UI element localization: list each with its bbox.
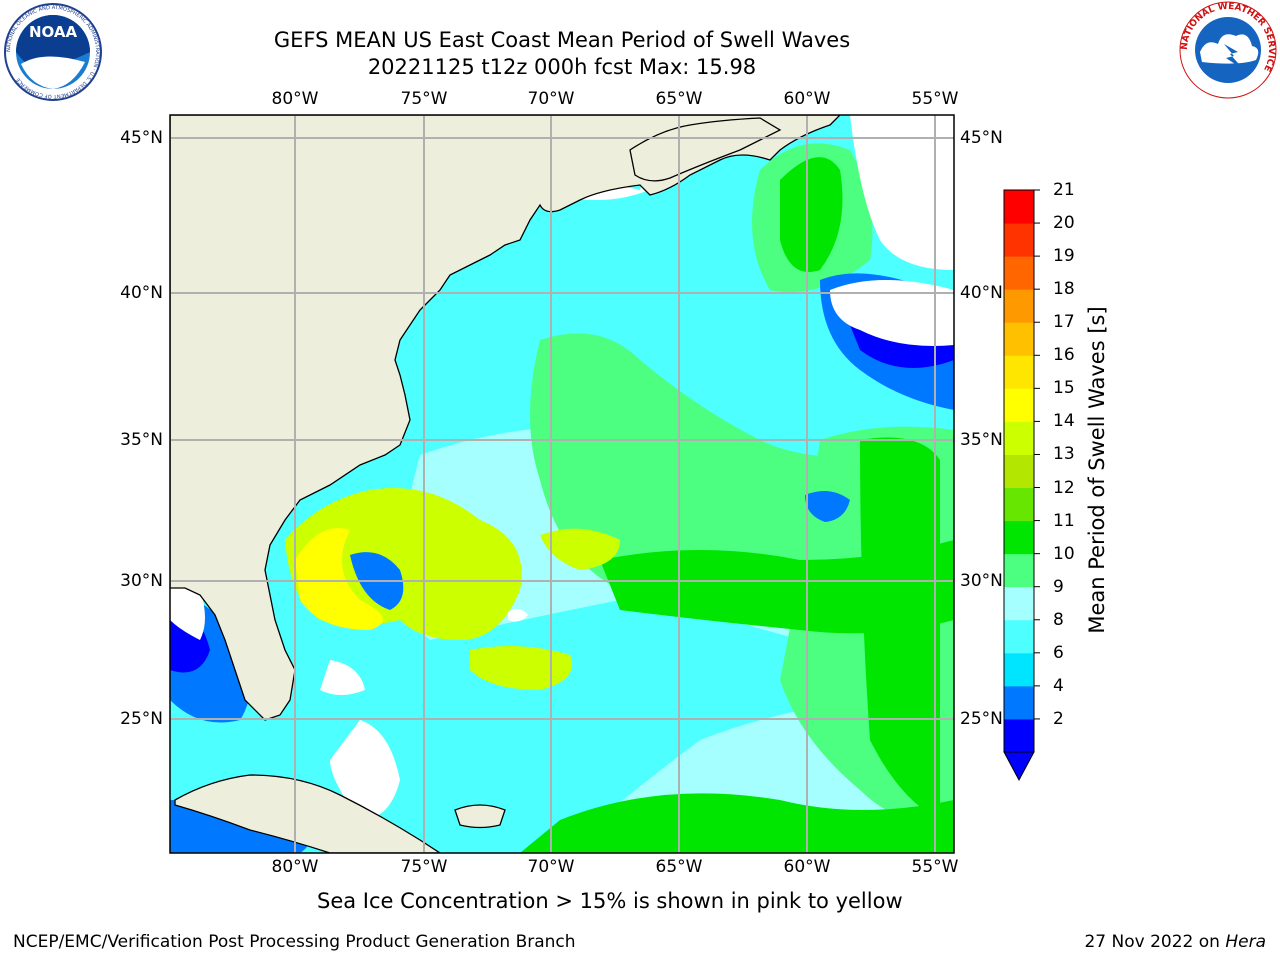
colorbar-tick-label: 13 — [1053, 444, 1075, 465]
colorbar-swatch — [1004, 223, 1034, 257]
cuba-land — [174, 774, 442, 853]
period-region-4-6s-mid — [805, 491, 850, 522]
hispaniola-land — [454, 804, 506, 829]
map-gridlines — [170, 115, 954, 853]
colorbar-tick-label: 9 — [1053, 576, 1064, 597]
lat-label-right-40n: 40°N — [960, 283, 1003, 303]
no-data-island — [508, 609, 528, 622]
colorbar-extend-arrow — [1003, 751, 1035, 782]
colorbar-swatch — [1004, 718, 1034, 753]
no-data-bahamas — [320, 660, 400, 820]
no-data-ne-top — [850, 115, 954, 270]
period-region-10-11s-ne — [780, 157, 843, 272]
period-region-12-14s-south — [470, 646, 572, 690]
lon-label-bottom-80w: 80°W — [271, 857, 319, 877]
lat-label-left-25n: 25°N — [120, 709, 163, 729]
colorbar-swatch — [1004, 289, 1034, 323]
colorbar-tick-label: 8 — [1053, 609, 1064, 630]
lon-label-top-60w: 60°W — [783, 89, 831, 109]
period-region-10-11s-south — [520, 793, 954, 853]
lon-label-bottom-55w: 55°W — [911, 857, 959, 877]
colorbar-swatch — [1004, 454, 1034, 489]
colorbar — [1003, 189, 1040, 782]
lon-label-top-55w: 55°W — [911, 89, 959, 109]
lat-label-right-45n: 45°N — [960, 128, 1003, 148]
colorbar-tick-label: 11 — [1053, 510, 1075, 531]
no-data-florida-west — [170, 580, 205, 640]
colorbar-border — [1003, 189, 1035, 753]
colorbar-tick-label: 20 — [1053, 213, 1075, 234]
colorbar-swatch — [1004, 322, 1034, 356]
maritimes-land — [629, 117, 782, 182]
noaa-logo-text: NOAA — [29, 23, 78, 41]
colorbar-swatch — [1004, 355, 1034, 389]
lat-label-left-30n: 30°N — [120, 571, 163, 591]
colorbar-tick-label: 15 — [1053, 378, 1075, 399]
lon-label-bottom-70w: 70°W — [527, 857, 575, 877]
lon-label-top-65w: 65°W — [655, 89, 703, 109]
lat-label-left-40n: 40°N — [120, 283, 163, 303]
colorbar-tick-label: 17 — [1053, 312, 1075, 333]
lat-label-left-45n: 45°N — [120, 128, 163, 148]
lon-label-bottom-60w: 60°W — [783, 857, 831, 877]
colorbar-tick-label: 10 — [1053, 543, 1075, 564]
colorbar-title: Mean Period of Swell Waves [s] — [1085, 306, 1109, 634]
lon-label-top-75w: 75°W — [400, 89, 448, 109]
colorbar-tick-label: 4 — [1053, 675, 1064, 696]
colorbar-swatch — [1004, 388, 1034, 422]
colorbar-tick-label: 14 — [1053, 411, 1075, 432]
colorbar-swatch — [1004, 652, 1034, 687]
lat-label-left-35n: 35°N — [120, 430, 163, 450]
north-america-land — [170, 115, 841, 721]
lon-label-bottom-65w: 65°W — [655, 857, 703, 877]
colorbar-tick-label: 16 — [1053, 345, 1075, 366]
lon-label-bottom-75w: 75°W — [400, 857, 448, 877]
colorbar-swatch — [1004, 256, 1034, 290]
producer-credit: NCEP/EMC/Verification Post Processing Pr… — [13, 932, 576, 952]
lat-label-right-35n: 35°N — [960, 430, 1003, 450]
noaa-logo: NOAA NATIONAL OCEANIC AND ATMOSPHERIC AD… — [4, 3, 102, 101]
colorbar-tick-label: 21 — [1053, 180, 1075, 200]
colorbar-swatch — [1004, 421, 1034, 455]
colorbar-swatch — [1004, 487, 1034, 522]
lon-label-top-70w: 70°W — [527, 89, 575, 109]
colorbar-swatch — [1004, 586, 1034, 621]
colorbar-swatch — [1004, 685, 1034, 720]
colorbar-tick-label: 18 — [1053, 279, 1075, 300]
period-region-12-14s-east — [540, 528, 620, 570]
colorbar-swatch — [1004, 520, 1034, 555]
lat-label-right-30n: 30°N — [960, 571, 1003, 591]
nws-logo: NATIONAL WEATHER SERVICE — [1179, 1, 1277, 99]
run-date: 27 Nov 2022 on Hera — [1084, 932, 1266, 952]
sea-ice-footnote: Sea Ice Concentration > 15% is shown in … — [317, 889, 903, 913]
colorbar-swatch — [1004, 619, 1034, 654]
colorbar-tick-label: 6 — [1053, 642, 1064, 663]
period-region-10-11s-se — [860, 437, 940, 820]
lon-label-top-80w: 80°W — [271, 89, 319, 109]
run-date-text: 27 Nov 2022 on — [1084, 932, 1226, 952]
colorbar-tick-label: 2 — [1053, 708, 1064, 729]
no-data-ne — [830, 280, 954, 346]
colorbar-tick-label: 19 — [1053, 246, 1075, 267]
map-title: GEFS MEAN US East Coast Mean Period of S… — [273, 28, 851, 52]
colorbar-tick-label: 12 — [1053, 477, 1075, 498]
period-region-14-16s — [295, 528, 383, 630]
colorbar-swatch — [1004, 190, 1034, 224]
map-border — [169, 114, 955, 854]
lat-label-right-25n: 25°N — [960, 709, 1003, 729]
run-host: Hera — [1225, 932, 1266, 952]
colorbar-swatch — [1004, 553, 1034, 588]
map-subtitle: 20221125 t12z 000h fcst Max: 15.98 — [367, 55, 757, 79]
